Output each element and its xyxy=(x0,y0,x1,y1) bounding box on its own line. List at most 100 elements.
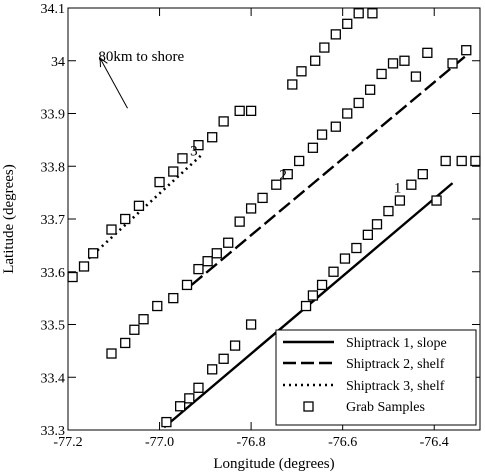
grab-sample-marker xyxy=(316,129,328,140)
grab-sample-marker xyxy=(296,66,307,77)
x-tick-label: -76.4 xyxy=(420,435,449,450)
shore-arrow-head xyxy=(99,57,108,68)
grab-sample-marker xyxy=(461,45,472,56)
grab-sample-marker xyxy=(447,58,458,69)
grab-sample-marker xyxy=(234,105,245,117)
series-line-2 xyxy=(190,54,468,286)
grab-sample-marker xyxy=(456,155,467,167)
grab-sample-marker xyxy=(245,203,257,214)
grab-sample-marker xyxy=(287,79,298,90)
grab-sample-marker xyxy=(470,155,481,167)
grab-sample-marker xyxy=(193,382,204,393)
x-tick-label: -76.6 xyxy=(328,435,357,450)
y-tick-label: 33.5 xyxy=(41,319,66,334)
grab-sample-marker xyxy=(106,348,117,359)
grab-sample-marker xyxy=(193,139,204,151)
grab-sample-marker xyxy=(154,176,165,188)
grab-sample-marker xyxy=(129,324,140,335)
grab-sample-marker xyxy=(202,256,213,267)
grab-sample-marker xyxy=(307,142,319,153)
grab-sample-marker xyxy=(245,105,257,117)
grab-sample-marker xyxy=(218,116,229,127)
annotation-label: 1 xyxy=(394,181,402,197)
grab-sample-marker xyxy=(271,179,282,190)
grab-sample-marker xyxy=(431,195,442,206)
y-tick-label: 33.3 xyxy=(41,424,66,439)
y-tick-label: 33.4 xyxy=(41,371,66,386)
grab-sample-marker xyxy=(152,300,163,312)
grab-sample-marker xyxy=(353,8,364,19)
grab-sample-marker xyxy=(193,263,204,275)
grab-sample-marker xyxy=(207,364,218,375)
legend-label-shiptrack-3: Shiptrack 3, shelf xyxy=(346,379,445,394)
x-tick-label: -76.8 xyxy=(237,435,266,450)
grab-sample-marker xyxy=(316,279,328,291)
grab-sample-marker xyxy=(319,42,330,53)
grab-sample-marker xyxy=(362,229,373,240)
grab-sample-marker xyxy=(383,205,394,217)
grab-sample-marker xyxy=(367,8,378,19)
ticks: -77.2 -77.0 -76.8 -76.6 -76.4 33.3 33.4 33.5 33.… xyxy=(41,2,480,450)
legend-swatch-grab-samples xyxy=(303,401,314,412)
grab-sample-marker xyxy=(410,71,422,82)
grab-sample-marker xyxy=(351,242,362,254)
annotation-label: 80km to shore xyxy=(98,49,184,65)
grab-sample-marker xyxy=(207,132,218,143)
y-axis-title: Latitude (degrees) xyxy=(1,164,17,274)
grab-sample-marker xyxy=(328,266,339,277)
x-axis-title: Longitude (degrees) xyxy=(213,456,334,472)
legend-label-shiptrack-1: Shiptrack 1, slope xyxy=(346,336,447,351)
grab-sample-marker xyxy=(282,169,293,180)
annotations: 1 2 3 80km to shore xyxy=(98,49,401,197)
grab-sample-marker xyxy=(342,18,353,29)
x-tick-label: -77.0 xyxy=(145,435,174,450)
grab-sample-marker xyxy=(78,261,90,272)
grab-sample-marker xyxy=(364,84,376,95)
y-tick-label: 33.7 xyxy=(41,213,66,228)
annotation-label: 2 xyxy=(279,167,287,183)
grab-sample-marker xyxy=(184,393,195,404)
grab-sample-marker xyxy=(168,292,179,304)
series-line-3 xyxy=(87,154,202,260)
y-tick-label: 33.6 xyxy=(41,266,66,281)
grab-sample-marker xyxy=(339,253,351,264)
y-tick-label: 34 xyxy=(51,55,65,70)
grab-sample-marker xyxy=(161,416,172,428)
grab-sample-marker xyxy=(376,68,387,80)
annotation-label: 3 xyxy=(190,144,198,160)
grab-sample-marker xyxy=(175,401,186,412)
grab-sample-marker xyxy=(406,179,417,190)
grab-sample-marker xyxy=(168,166,179,177)
grab-sample-marker xyxy=(120,337,131,349)
legend-label-shiptrack-2: Shiptrack 2, shelf xyxy=(346,357,445,372)
grab-sample-marker xyxy=(399,55,410,66)
grab-sample-marker xyxy=(371,219,383,230)
grab-sample-marker xyxy=(417,169,428,180)
grab-sample-marker xyxy=(234,216,245,227)
y-tick-label: 33.9 xyxy=(41,108,66,123)
grab-sample-marker xyxy=(294,155,305,167)
grab-sample-marker xyxy=(300,300,312,312)
grab-sample-marker xyxy=(394,195,406,206)
grab-sample-marker xyxy=(307,290,319,301)
grab-sample-marker xyxy=(67,271,78,283)
grab-sample-marker xyxy=(422,47,433,58)
grab-sample-marker xyxy=(257,192,268,204)
grab-sample-marker xyxy=(387,58,399,69)
grab-sample-marker xyxy=(120,213,131,225)
grab-sample-marker xyxy=(138,314,149,325)
y-tick-label: 34.1 xyxy=(41,2,66,17)
legend: Shiptrack 1, slope Shiptrack 2, shelf Sh… xyxy=(275,329,477,426)
grab-sample-marker xyxy=(181,279,193,291)
legend-label-grab-samples: Grab Samples xyxy=(346,400,425,415)
grab-sample-marker xyxy=(223,237,234,248)
grab-sample-marker xyxy=(211,248,222,259)
x-tick-label: -77.2 xyxy=(53,435,82,450)
grab-sample-marker xyxy=(310,55,321,66)
grab-sample-marker xyxy=(218,353,229,364)
grab-sample-marker xyxy=(353,97,364,109)
grab-sample-marker xyxy=(330,121,341,132)
grab-sample-marker xyxy=(133,200,145,211)
grab-sample-marker xyxy=(342,108,353,119)
